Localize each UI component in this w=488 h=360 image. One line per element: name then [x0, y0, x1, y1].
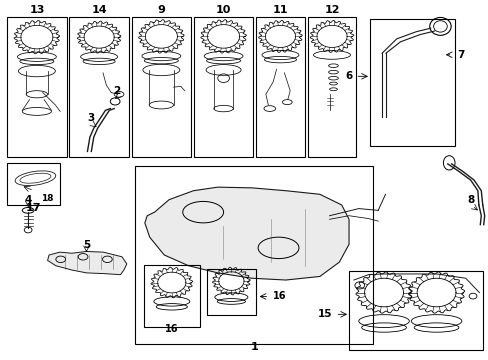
Text: 14: 14 [91, 5, 107, 15]
Text: 4: 4 [24, 195, 32, 205]
Bar [7, 163, 60, 205]
Bar [143, 265, 200, 327]
Text: 13: 13 [29, 5, 44, 15]
Text: 16: 16 [272, 292, 285, 301]
Text: 16: 16 [165, 324, 178, 334]
Bar [194, 18, 253, 157]
Bar [348, 271, 482, 350]
Text: 3: 3 [87, 113, 95, 123]
Text: 2: 2 [113, 86, 121, 96]
Bar [206, 269, 255, 315]
Text: 12: 12 [324, 5, 339, 15]
Text: 15: 15 [317, 309, 332, 319]
Polygon shape [47, 251, 126, 275]
Polygon shape [144, 187, 348, 280]
Text: 7: 7 [457, 50, 464, 60]
Bar [131, 18, 191, 157]
Text: 9: 9 [157, 5, 165, 15]
Bar [307, 18, 356, 157]
Text: 1: 1 [250, 342, 258, 352]
Text: 6: 6 [345, 71, 352, 81]
Bar [256, 18, 304, 157]
Text: 18: 18 [41, 194, 54, 203]
Bar [69, 18, 128, 157]
Text: 5: 5 [82, 240, 90, 249]
Text: 17: 17 [26, 203, 41, 213]
Text: 10: 10 [216, 5, 231, 15]
Bar [135, 166, 372, 344]
Bar [7, 18, 66, 157]
Text: 8: 8 [466, 195, 473, 205]
Bar [369, 19, 454, 146]
Text: 11: 11 [272, 5, 287, 15]
